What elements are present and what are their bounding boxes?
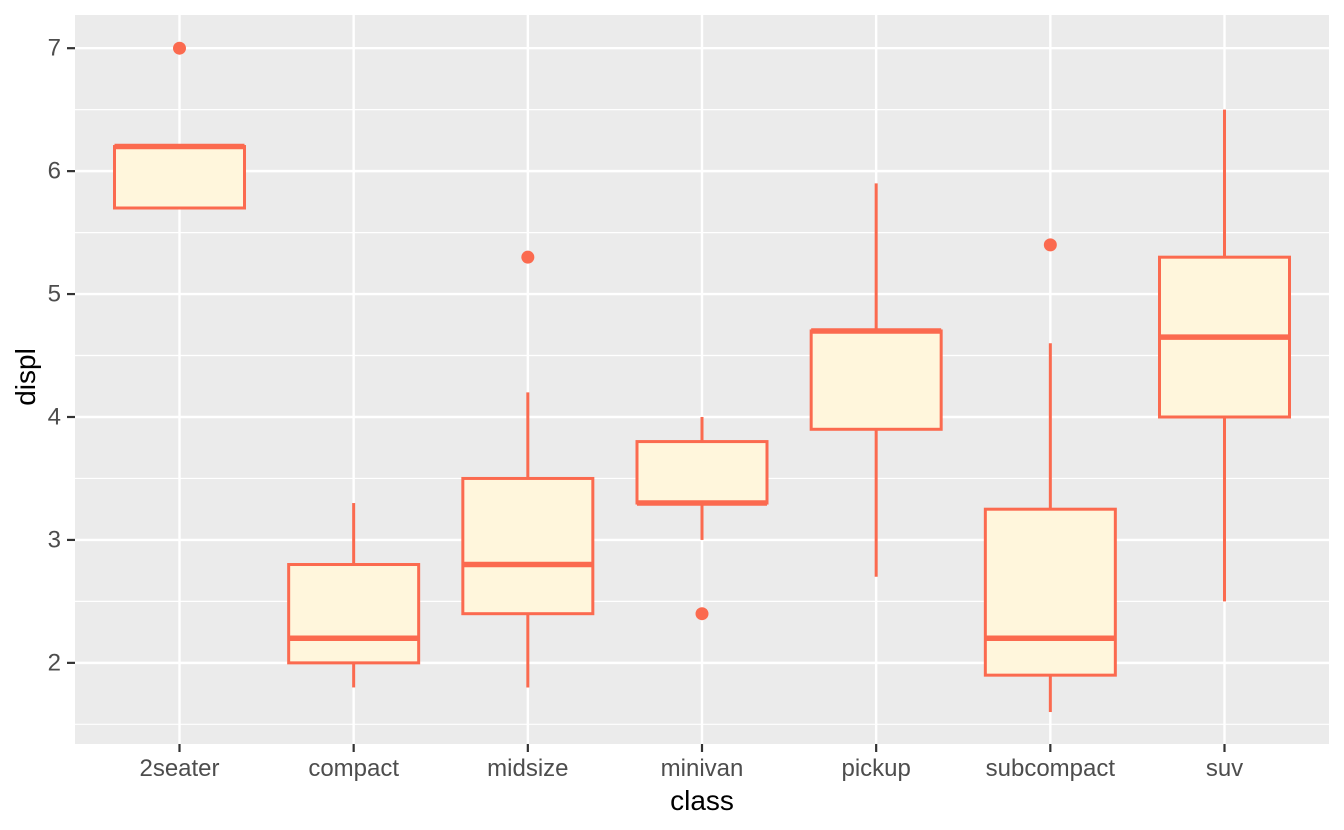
outlier-point (173, 41, 186, 55)
x-tick-label: suv (1206, 755, 1243, 782)
x-tick-label: midsize (487, 755, 568, 782)
outlier-point (521, 250, 535, 264)
x-tick-label: pickup (841, 755, 910, 782)
y-tick-label: 3 (48, 526, 61, 553)
outlier-point (1043, 238, 1057, 252)
boxplot-box (809, 329, 943, 431)
x-axis-title: class (670, 785, 734, 816)
boxplot-box (287, 563, 421, 665)
y-tick-label: 5 (48, 281, 61, 308)
x-tick-label: compact (308, 755, 399, 782)
outlier-point (695, 607, 709, 621)
boxplot-box (461, 476, 595, 616)
x-tick-label: minivan (661, 755, 744, 782)
boxplot-box (635, 440, 769, 505)
y-tick-label: 7 (48, 35, 61, 62)
y-tick-label: 6 (48, 158, 61, 185)
y-tick-label: 2 (48, 649, 61, 676)
x-tick-label: 2seater (139, 755, 219, 782)
y-tick-label: 4 (48, 403, 61, 430)
y-axis-title: displ (10, 348, 41, 406)
boxplot-box (113, 145, 246, 210)
x-tick-label: subcompact (986, 755, 1116, 782)
boxplot-box (983, 507, 1117, 677)
